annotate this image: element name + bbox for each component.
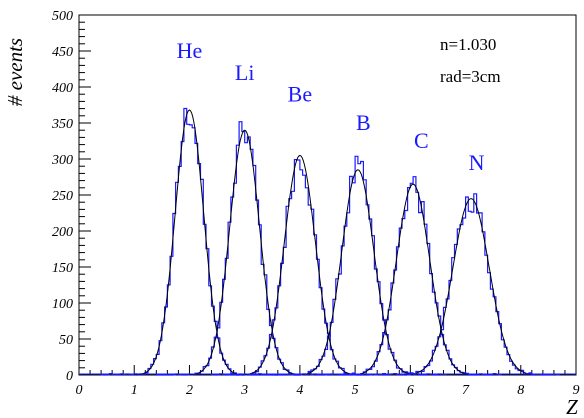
peak-label-he: He <box>177 38 203 63</box>
x-tick-label: 6 <box>407 383 414 398</box>
x-tick-label: 7 <box>462 383 470 398</box>
y-tick-label: 300 <box>51 153 73 168</box>
y-tick-label: 250 <box>52 189 73 204</box>
plot-area: 0 1 2 3 4 5 6 7 8 9 0 50 100 150 200 250 300 350 400 450 500… <box>51 9 580 398</box>
fit-curve-he <box>134 109 245 376</box>
peak-label-c: C <box>414 128 429 153</box>
y-tick-label: 150 <box>52 261 73 276</box>
histogram-li <box>156 121 334 376</box>
histogram-he <box>100 107 278 376</box>
x-tick-label: 9 <box>573 383 580 398</box>
x-tick-label: 0 <box>76 383 83 398</box>
peak-label-n: N <box>469 150 485 175</box>
peak-label-li: Li <box>235 60 255 85</box>
y-tick-label: 400 <box>52 81 73 96</box>
annotation-radiator: rad=3cm <box>440 67 501 86</box>
x-axis-title: Z <box>566 395 578 418</box>
plot-frame <box>78 14 577 376</box>
y-axis-title: # events <box>3 38 27 106</box>
fit-curve-b <box>302 169 414 375</box>
histogram-be <box>210 159 389 376</box>
histogram-b <box>268 155 447 376</box>
y-tick-label: 450 <box>52 45 73 60</box>
fit-curve-n <box>415 198 527 374</box>
y-tick-label: 500 <box>52 9 73 24</box>
y-tick-label: 0 <box>66 369 73 384</box>
fit-curve-li <box>189 129 300 376</box>
x-tick-label: 5 <box>352 383 359 398</box>
x-tick-label: 2 <box>186 383 193 398</box>
annotation-refractive-index: n=1.030 <box>440 35 496 54</box>
y-tick-label: 50 <box>59 333 73 348</box>
peak-label-b: B <box>356 110 371 135</box>
x-tick-label: 4 <box>296 383 303 398</box>
y-tick-label: 200 <box>52 225 73 240</box>
peak-label-be: Be <box>288 81 312 106</box>
fit-curve-be <box>244 154 356 376</box>
y-tick-label: 100 <box>52 297 73 312</box>
x-tick-label: 1 <box>131 383 138 398</box>
y-tick-label: 350 <box>51 117 73 132</box>
histogram-n <box>382 193 560 376</box>
x-tick-label: 3 <box>240 383 248 398</box>
histogram-c <box>324 176 503 376</box>
x-tick-label: 8 <box>517 383 524 398</box>
fit-curve-c <box>357 183 469 375</box>
